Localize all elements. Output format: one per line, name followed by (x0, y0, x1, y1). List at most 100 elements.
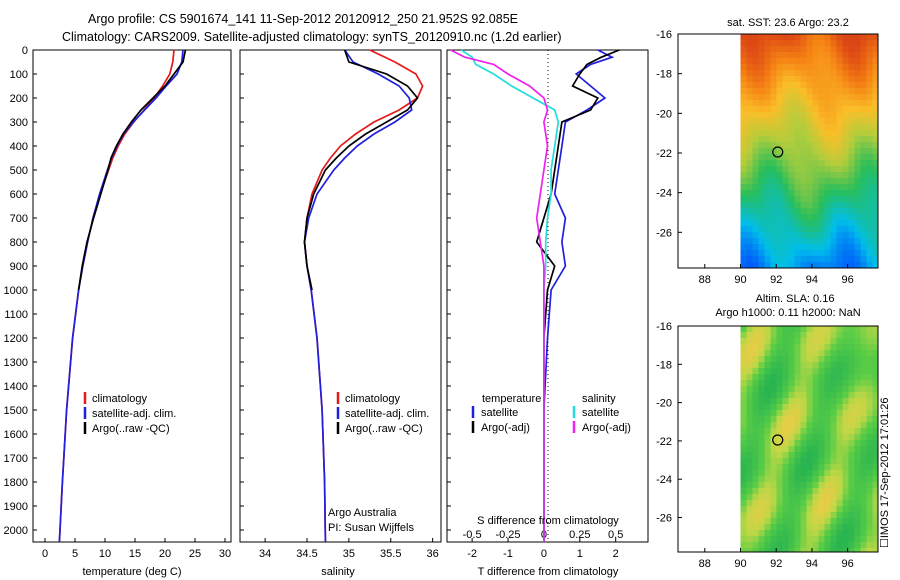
map-cell (830, 136, 837, 143)
map-cell (794, 70, 801, 77)
map-cell (758, 220, 765, 227)
map-cell (740, 386, 747, 393)
x-tick-label: 1 (577, 548, 583, 560)
map-cell (740, 34, 747, 41)
map-cell (794, 250, 801, 257)
map-cell (758, 130, 765, 137)
map-cell (860, 142, 867, 149)
map-cell (860, 154, 867, 161)
map-cell (752, 142, 759, 149)
map-cell (824, 196, 831, 203)
map-cell (764, 52, 771, 59)
map-cell (842, 440, 849, 447)
map-cell (860, 160, 867, 167)
map-cell (830, 446, 837, 453)
map-cell (776, 172, 783, 179)
map-cell (824, 166, 831, 173)
temperature-frame (32, 49, 232, 543)
map-cell (818, 344, 825, 351)
map-cell (794, 434, 801, 441)
map-cell (800, 262, 807, 269)
map-cell (824, 118, 831, 125)
map-cell (770, 250, 777, 257)
map-cell (806, 76, 813, 83)
map-cell (776, 452, 783, 459)
map-cell (866, 196, 873, 203)
map-cell (866, 356, 873, 363)
map-cell (800, 184, 807, 191)
map-cell (854, 64, 861, 71)
map-cell (848, 76, 855, 83)
map-cell (740, 46, 747, 53)
map-cell (848, 494, 855, 501)
map-cell (758, 350, 765, 357)
map-cell (770, 70, 777, 77)
map-cell (848, 386, 855, 393)
map-cell (860, 88, 867, 95)
map-cell (842, 244, 849, 251)
map-cell (860, 46, 867, 53)
map-cell (776, 232, 783, 239)
map-cell (800, 452, 807, 459)
map-cell (800, 458, 807, 465)
map-cell (860, 542, 867, 549)
depth-tick-label: 400 (10, 141, 28, 153)
map-cell (860, 190, 867, 197)
map-cell (746, 542, 753, 549)
map-cell (866, 64, 873, 71)
map-cell (848, 142, 855, 149)
map-y-tick-label: -16 (656, 29, 672, 41)
map-cell (842, 154, 849, 161)
map-cell (824, 220, 831, 227)
map-cell (818, 88, 825, 95)
map-cell (800, 130, 807, 137)
map-cell (866, 368, 873, 375)
map-cell (872, 256, 879, 263)
map-cell (812, 392, 819, 399)
map-cell (842, 40, 849, 47)
map-cell (818, 356, 825, 363)
map-cell (746, 220, 753, 227)
map-cell (788, 118, 795, 125)
map-cell (758, 518, 765, 525)
map-cell (758, 148, 765, 155)
depth-tick-label: 700 (10, 213, 28, 225)
map-cell (776, 238, 783, 245)
map-cell (842, 124, 849, 131)
map-cell (860, 506, 867, 513)
map-cell (740, 536, 747, 543)
map-cell (794, 374, 801, 381)
map-cell (770, 190, 777, 197)
map-cell (836, 476, 843, 483)
map-cell (740, 190, 747, 197)
map-cell (740, 76, 747, 83)
map-cell (830, 464, 837, 471)
map-cell (746, 52, 753, 59)
map-cell (806, 208, 813, 215)
map-cell (818, 452, 825, 459)
map-cell (812, 536, 819, 543)
map-cell (788, 130, 795, 137)
map-cell (842, 380, 849, 387)
map-cell (860, 124, 867, 131)
map-cell (854, 518, 861, 525)
map-cell (860, 184, 867, 191)
map-cell (866, 82, 873, 89)
map-cell (860, 512, 867, 519)
map-cell (764, 256, 771, 263)
map-cell (842, 76, 849, 83)
map-cell (782, 332, 789, 339)
map-cell (866, 88, 873, 95)
map-cell (872, 160, 879, 167)
map-cell (764, 350, 771, 357)
map-cell (842, 250, 849, 257)
map-cell (830, 404, 837, 411)
map-cell (800, 326, 807, 333)
map-cell (788, 440, 795, 447)
map-cell (848, 178, 855, 185)
map-cell (866, 40, 873, 47)
map-cell (788, 470, 795, 477)
map-cell (776, 226, 783, 233)
map-cell (770, 118, 777, 125)
map-cell (800, 488, 807, 495)
